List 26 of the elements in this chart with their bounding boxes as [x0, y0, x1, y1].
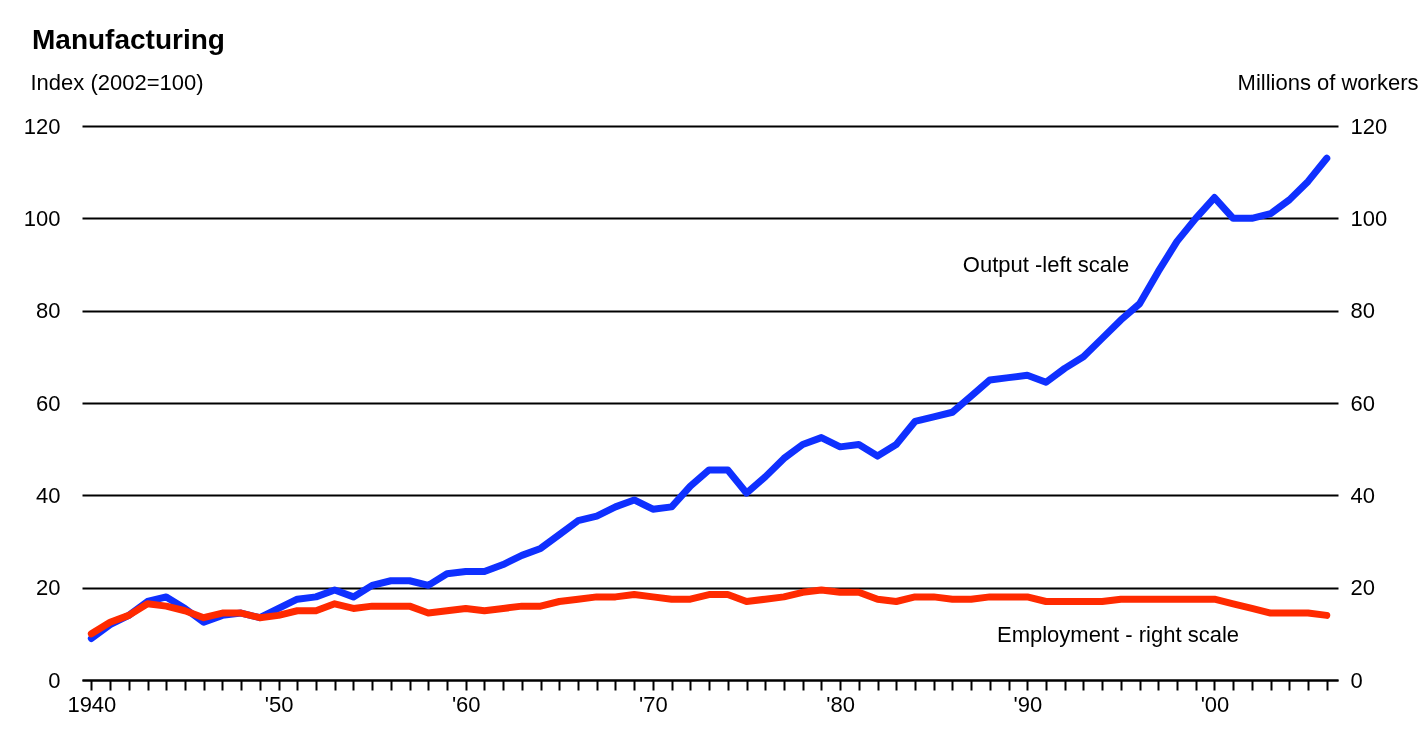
y-axis-title: Index (2002=100): [30, 69, 204, 95]
y-tick-label: 20: [36, 575, 61, 601]
y-tick-label: 120: [23, 113, 61, 139]
x-tick-label: 1940: [67, 691, 117, 717]
y-tick-label: 100: [23, 205, 61, 231]
y2-tick-label: 60: [1350, 390, 1375, 416]
x-tick-label: '00: [1200, 691, 1230, 717]
x-tick-label: '60: [451, 691, 481, 717]
series-label: Output -left scale: [962, 252, 1130, 277]
y2-axis-title: Millions of workers: [1237, 69, 1419, 95]
y2-tick-label: 40: [1350, 482, 1375, 508]
y2-tick-label: 0: [1350, 667, 1363, 693]
x-tick-label: '70: [639, 691, 668, 717]
x-tick-label: '80: [826, 691, 855, 717]
y2-tick-label: 100: [1350, 205, 1388, 231]
y-tick-label: 60: [36, 390, 61, 416]
y2-tick-label: 120: [1350, 113, 1388, 139]
chart-title: Manufacturing: [32, 24, 225, 55]
y-tick-label: 0: [48, 667, 61, 693]
y-tick-label: 80: [36, 298, 61, 324]
x-tick-label: '50: [264, 691, 294, 717]
y-tick-label: 40: [36, 482, 61, 508]
series-label: Employment - right scale: [996, 622, 1240, 647]
x-tick-label: '90: [1013, 691, 1043, 717]
y2-tick-label: 80: [1350, 298, 1375, 324]
y2-tick-label: 20: [1350, 575, 1375, 601]
